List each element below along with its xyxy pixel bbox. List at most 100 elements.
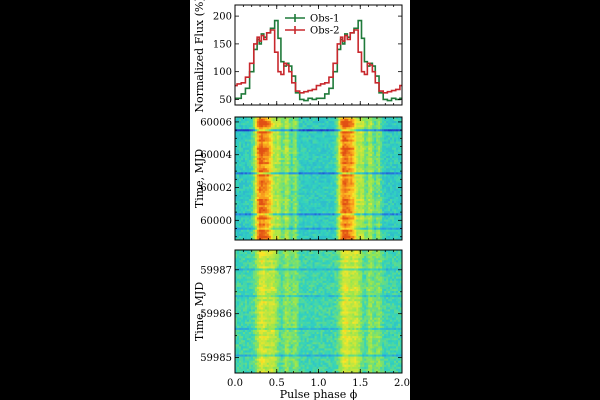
heatmap-cell [284, 227, 288, 231]
heatmap-cell [364, 215, 367, 218]
heatmap-cell [382, 168, 385, 171]
heatmap-cell [334, 213, 337, 216]
heatmap-cell [374, 215, 377, 218]
heatmap-cell [372, 217, 375, 220]
heatmap-cell [390, 213, 393, 216]
heatmap-cell [320, 135, 323, 138]
heatmap-cell [386, 188, 389, 192]
heatmap-cell [264, 201, 268, 204]
heatmap-cell [314, 170, 317, 173]
heatmap-cell [314, 213, 317, 216]
heatmap-cell [360, 178, 363, 181]
heatmap-cell [314, 180, 317, 183]
heatmap-cell [338, 209, 341, 212]
heatmap-cell [262, 186, 266, 190]
heatmap-cell [272, 184, 276, 188]
heatmap-cell [276, 149, 280, 153]
heatmap-cell [356, 117, 359, 120]
heatmap-cell [326, 199, 329, 202]
heatmap-cell [344, 153, 347, 157]
heatmap-cell [276, 207, 280, 210]
heatmap-cell [378, 135, 381, 138]
heatmap-cell [300, 141, 303, 145]
heatmap-cell [236, 121, 240, 124]
heatmap-cell [248, 229, 252, 233]
heatmap-cell [310, 180, 313, 183]
heatmap-cell [368, 229, 371, 233]
heatmap-cell [238, 182, 242, 186]
heatmap-cell [308, 143, 311, 147]
heatmap-cell [316, 164, 319, 167]
heatmap-cell [288, 233, 292, 237]
heatmap-cell [246, 188, 250, 192]
heatmap-cell [370, 141, 373, 145]
heatmap-cell [336, 180, 339, 183]
heatmap-cell [258, 125, 262, 128]
heatmap-cell [388, 233, 391, 237]
heatmap-cell [304, 229, 307, 233]
heatmap-cell [390, 184, 393, 188]
heatmap-cell [378, 145, 381, 149]
heatmap-cell [308, 129, 311, 132]
heatmap-cell [354, 221, 357, 224]
heatmap-cell [344, 213, 347, 216]
heatmap-cell [300, 209, 303, 212]
heatmap-cell [324, 184, 327, 188]
heatmap-cell [370, 176, 373, 179]
heatmap-cell [318, 141, 321, 145]
heatmap-cell [336, 119, 339, 122]
heatmap-cell [252, 205, 256, 208]
heatmap-cell [280, 180, 284, 183]
heatmap-cell [250, 201, 254, 204]
heatmap-cell [374, 194, 377, 198]
heatmap-cell [312, 143, 315, 147]
heatmap-cell [312, 135, 315, 138]
heatmap-cell [236, 186, 240, 190]
heatmap-cell [270, 194, 274, 198]
heatmap-cell [242, 215, 246, 218]
heatmap-cell [310, 225, 313, 229]
heatmap-cell [278, 213, 282, 216]
heatmap-cell [330, 147, 333, 151]
heatmap-cell [254, 203, 258, 206]
heatmap-cell [246, 205, 250, 208]
heatmap-cell [280, 227, 284, 231]
heatmap-cell [396, 149, 399, 153]
heatmap-cell [392, 143, 395, 147]
heatmap-cell [366, 119, 369, 122]
heatmap-cell [284, 196, 288, 200]
heatmap-cell [238, 233, 242, 237]
heatmap-cell [260, 131, 264, 134]
heatmap-cell [364, 196, 367, 200]
heatmap-cell [248, 211, 252, 214]
heatmap-cell [378, 178, 381, 181]
heatmap-cell [282, 223, 286, 227]
heatmap-cell [346, 205, 349, 208]
heatmap-cell [396, 227, 399, 231]
heatmap-cell [236, 217, 240, 220]
heatmap-cell [242, 225, 246, 229]
heatmap-cell [260, 223, 264, 227]
heatmap-cell [250, 225, 254, 229]
heatmap-cell [310, 233, 313, 237]
heatmap-cell [394, 196, 397, 200]
heatmap-cell [292, 207, 296, 210]
heatmap-cell [240, 221, 244, 224]
heatmap-cell [342, 123, 345, 126]
heatmap-cell [340, 162, 343, 165]
heatmap-cell [320, 133, 323, 136]
heatmap-cell [260, 229, 264, 233]
heatmap-cell [396, 141, 399, 145]
heatmap-cell [380, 123, 383, 126]
heatmap-cell [238, 131, 242, 134]
heatmap-cell [268, 162, 272, 165]
heatmap-cell [326, 160, 329, 163]
heatmap-cell [286, 123, 290, 126]
heatmap-cell [272, 231, 276, 235]
heatmap-cell [346, 158, 349, 161]
heatmap-cell [310, 203, 313, 206]
heatmap-cell [324, 207, 327, 210]
heatmap-cell [386, 133, 389, 136]
heatmap-cell [332, 137, 335, 140]
heatmap-cell [298, 194, 302, 198]
